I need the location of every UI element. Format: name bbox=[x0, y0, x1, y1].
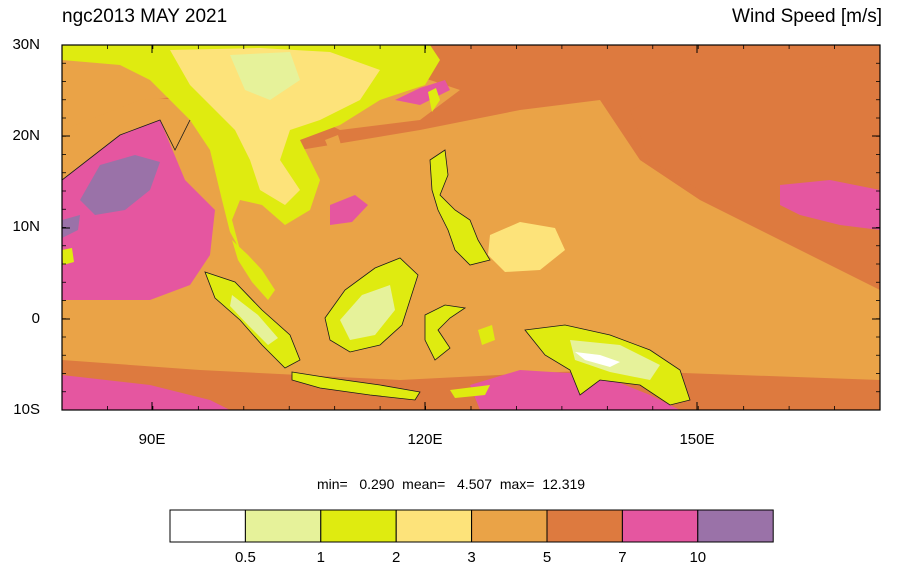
colorbar-box bbox=[697, 509, 774, 543]
colorbar-box bbox=[471, 509, 548, 543]
south-china-sea-strong bbox=[330, 195, 368, 225]
colorbar-level-label: 3 bbox=[467, 549, 476, 566]
southern-strong bbox=[62, 375, 230, 410]
lat-label-20n: 20N bbox=[12, 127, 40, 144]
colorbar-level-label: 1 bbox=[316, 549, 325, 566]
halmahera bbox=[478, 325, 495, 345]
pacific-calm-patch bbox=[488, 222, 565, 272]
sumatra-interior bbox=[230, 295, 278, 345]
hainan bbox=[325, 135, 342, 152]
map-field bbox=[62, 45, 880, 410]
map-title-left: ngc2013 MAY 2021 bbox=[62, 6, 228, 27]
sri-lanka bbox=[62, 248, 74, 265]
colorbar-level-label: 5 bbox=[542, 549, 552, 566]
taiwan-strait-strong bbox=[395, 80, 450, 105]
taiwan bbox=[428, 88, 440, 112]
bengal-tail-strongest bbox=[62, 215, 80, 238]
highland-light bbox=[230, 52, 300, 100]
lon-label-120e: 120E bbox=[407, 431, 443, 448]
lat-label-0: 0 bbox=[31, 310, 40, 327]
java bbox=[292, 372, 420, 400]
timor-strong bbox=[470, 370, 680, 410]
field-statistics: min= 0.290 mean= 4.507 max= 12.319 bbox=[316, 476, 586, 492]
lat-label-10n: 10N bbox=[12, 218, 40, 235]
lat-label-30n: 30N bbox=[12, 36, 40, 53]
colorbar-box bbox=[621, 509, 699, 543]
colorbar-box bbox=[169, 509, 246, 543]
mainland-highlands bbox=[170, 48, 380, 205]
minor-ticks bbox=[61, 44, 881, 411]
colorbar-box bbox=[395, 509, 473, 543]
new-guinea-highlands bbox=[570, 340, 660, 380]
philippines bbox=[430, 150, 490, 265]
lat-label-10s: 10S bbox=[13, 401, 40, 418]
bengal-core-strongest bbox=[80, 155, 160, 215]
borneo-interior bbox=[340, 285, 395, 340]
colorbar-level-label: 7 bbox=[618, 549, 627, 566]
colorbar bbox=[169, 509, 774, 543]
sulawesi bbox=[425, 305, 465, 360]
colorbar-box bbox=[546, 509, 623, 543]
timor bbox=[450, 385, 490, 398]
colorbar-box bbox=[320, 509, 397, 543]
lon-label-150e: 150E bbox=[679, 431, 715, 448]
colorbar-box bbox=[244, 509, 322, 543]
colorbar-level-label: 0.5 bbox=[234, 549, 256, 566]
lon-label-90e: 90E bbox=[138, 431, 166, 448]
coastlines bbox=[62, 119, 691, 406]
new-guinea-peak bbox=[575, 352, 620, 367]
malay-peninsula bbox=[232, 240, 275, 300]
pacific-strong bbox=[780, 180, 880, 230]
map-title-right: Wind Speed [m/s] bbox=[732, 6, 882, 27]
colorbar-level-label: 2 bbox=[392, 549, 401, 566]
colorbar-level-label: 10 bbox=[689, 549, 707, 566]
